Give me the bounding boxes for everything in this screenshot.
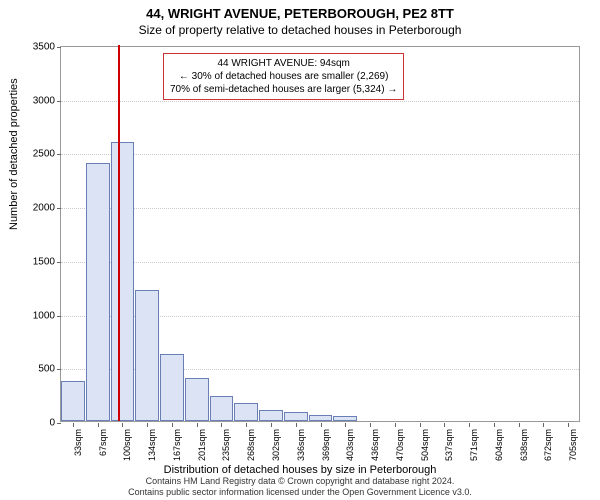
xtick-label: 336sqm [296, 429, 306, 461]
xtick-label: 672sqm [543, 429, 553, 461]
ytick-label: 1000 [15, 310, 55, 321]
infobox-line-1: 44 WRIGHT AVENUE: 94sqm [170, 57, 397, 70]
ytick-mark [57, 262, 61, 263]
xtick-label: 100sqm [122, 429, 132, 461]
xtick-mark [296, 423, 297, 427]
xtick-label: 134sqm [147, 429, 157, 461]
xtick-mark [494, 423, 495, 427]
histogram-bar [333, 416, 357, 421]
xtick-mark [246, 423, 247, 427]
xtick-label: 268sqm [246, 429, 256, 461]
xtick-mark [420, 423, 421, 427]
ytick-mark [57, 369, 61, 370]
footer-line-1: Contains HM Land Registry data © Crown c… [0, 476, 600, 487]
xtick-label: 33sqm [73, 429, 83, 456]
xtick-mark [395, 423, 396, 427]
xtick-label: 436sqm [370, 429, 380, 461]
histogram-bar [160, 354, 184, 421]
ytick-label: 2000 [15, 203, 55, 214]
gridline-h [61, 101, 579, 102]
xtick-mark [122, 423, 123, 427]
infobox-line-3: 70% of semi-detached houses are larger (… [170, 83, 397, 96]
xtick-label: 369sqm [321, 429, 331, 461]
xtick-label: 537sqm [444, 429, 454, 461]
xtick-mark [370, 423, 371, 427]
xtick-label: 470sqm [395, 429, 405, 461]
ytick-mark [57, 154, 61, 155]
histogram-bar [111, 142, 135, 421]
xtick-mark [271, 423, 272, 427]
xtick-mark [568, 423, 569, 427]
ytick-label: 500 [15, 364, 55, 375]
xtick-label: 235sqm [221, 429, 231, 461]
xtick-mark [321, 423, 322, 427]
xtick-mark [221, 423, 222, 427]
xtick-label: 571sqm [469, 429, 479, 461]
ytick-label: 0 [15, 418, 55, 429]
xtick-label: 504sqm [420, 429, 430, 461]
ytick-mark [57, 208, 61, 209]
xtick-mark [519, 423, 520, 427]
histogram-bar [259, 410, 283, 421]
ytick-mark [57, 47, 61, 48]
histogram-bar [185, 378, 209, 421]
xtick-label: 167sqm [172, 429, 182, 461]
xtick-mark [147, 423, 148, 427]
infobox-line-2: ← 30% of detached houses are smaller (2,… [170, 70, 397, 83]
xtick-mark [172, 423, 173, 427]
gridline-h [61, 154, 579, 155]
ytick-label: 3500 [15, 42, 55, 53]
xtick-label: 201sqm [197, 429, 207, 461]
ytick-mark [57, 316, 61, 317]
footer-attribution: Contains HM Land Registry data © Crown c… [0, 476, 600, 498]
histogram-bar [86, 163, 110, 421]
ytick-label: 3000 [15, 95, 55, 106]
property-info-box: 44 WRIGHT AVENUE: 94sqm ← 30% of detache… [163, 53, 404, 100]
histogram-bar [61, 381, 85, 421]
histogram-bar [210, 396, 234, 421]
page-title-1: 44, WRIGHT AVENUE, PETERBOROUGH, PE2 8TT [0, 0, 600, 21]
gridline-h [61, 208, 579, 209]
ytick-label: 1500 [15, 256, 55, 267]
xtick-mark [197, 423, 198, 427]
xtick-label: 705sqm [568, 429, 578, 461]
ytick-label: 2500 [15, 149, 55, 160]
histogram-bar [284, 412, 308, 421]
xtick-mark [444, 423, 445, 427]
histogram-bar [234, 403, 258, 421]
xtick-label: 604sqm [494, 429, 504, 461]
chart-area: 44 WRIGHT AVENUE: 94sqm ← 30% of detache… [60, 46, 580, 422]
xtick-mark [345, 423, 346, 427]
xtick-label: 67sqm [98, 429, 108, 456]
property-marker-line [118, 45, 120, 421]
ytick-mark [57, 423, 61, 424]
xtick-mark [543, 423, 544, 427]
xtick-mark [73, 423, 74, 427]
histogram-bar [309, 415, 333, 421]
histogram-bar [135, 290, 159, 421]
footer-line-2: Contains public sector information licen… [0, 487, 600, 498]
xtick-label: 638sqm [519, 429, 529, 461]
xtick-mark [98, 423, 99, 427]
ytick-mark [57, 101, 61, 102]
xtick-label: 403sqm [345, 429, 355, 461]
gridline-h [61, 262, 579, 263]
xtick-mark [469, 423, 470, 427]
x-axis-label: Distribution of detached houses by size … [0, 464, 600, 476]
xtick-label: 302sqm [271, 429, 281, 461]
page-title-2: Size of property relative to detached ho… [0, 21, 600, 41]
histogram-plot: 44 WRIGHT AVENUE: 94sqm ← 30% of detache… [60, 46, 580, 422]
